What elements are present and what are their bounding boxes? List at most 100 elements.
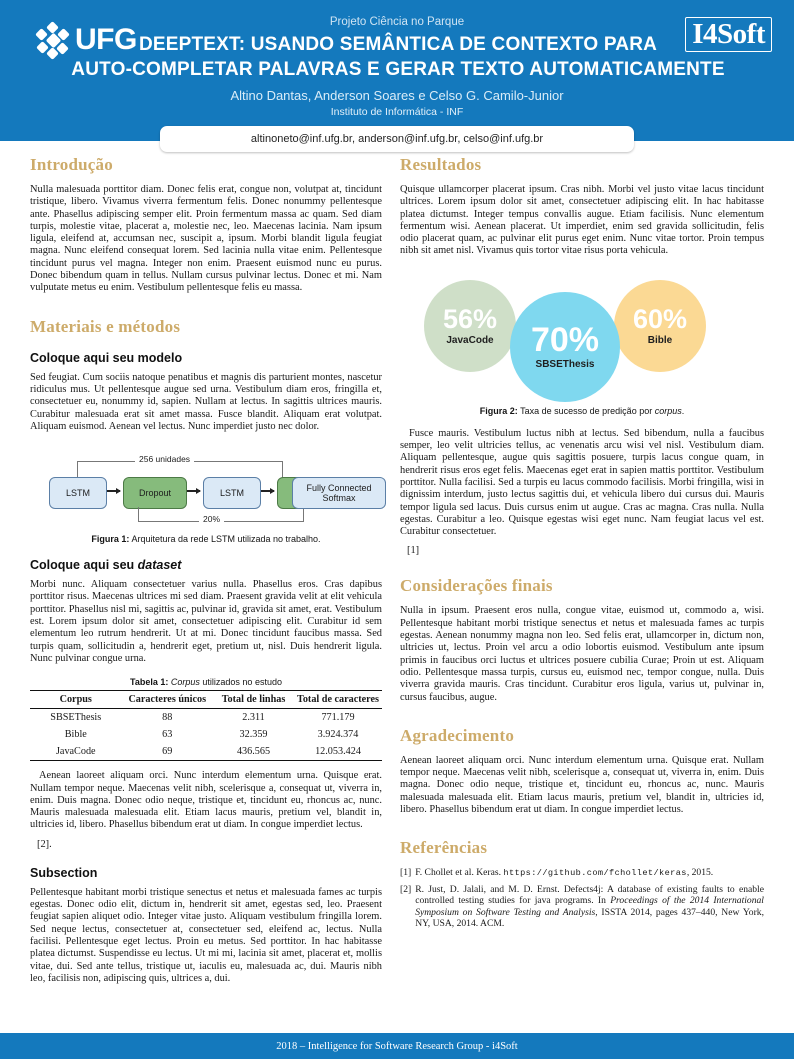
page-title: DEEPTEXT: USANDO SEMÂNTICA DE CONTEXTO P… [64,32,732,82]
figure-1-caption-label: Figura 1: [91,534,130,545]
lstm-node-label: Dropout [138,488,172,499]
citation-marker-2: [2]. [37,838,52,850]
cell-total-caracteres: 12.053.424 [293,743,382,762]
table-1-caption-label: Tabela 1: [130,677,169,688]
reference-post: , 2015. [686,867,714,879]
subheading-dataset-em: dataset [137,558,182,573]
column-header-total-caracteres: Total de caracteres [293,690,382,710]
arrow-icon [261,487,275,494]
reference-post: , ISSTA 2014, pages 437–440, New York, N… [415,906,764,929]
bubble-javacode: 56% JavaCode [424,279,516,372]
reference-pre: R. Just, D. Jalali, and M. D. Ernst. Def… [415,883,764,907]
reference-number: [1] [400,867,412,879]
reference-item-1: [1] F. Chollet et al. Keras. https://git… [400,867,764,879]
lstm-node-label-line2: Softmax [322,493,356,504]
figure-2-caption: Figura 2: Taxa de sucesso de predição po… [400,406,764,416]
project-label: Projeto Ciência no Parque [329,16,465,28]
cell-total-caracteres: 771.179 [321,712,355,724]
poster-footer: 2018 – Intelligence for Software Researc… [0,1033,794,1059]
cell-caracteres-unicos: 69 [121,743,214,762]
table-1-caption: Tabela 1: Corpus utilizados no estudo [30,677,382,687]
lstm-node-label: LSTM [65,488,90,499]
figure-1: 256 unidades LSTM Dropout LSTM Dropout [30,445,386,544]
resultados-paragraph: Quisque ullamcorper placerat ipsum. Cras… [400,184,764,257]
figure-1-caption: Figura 1: Arquitetura da rede LSTM utili… [30,534,382,544]
bubble-sbsethesis-value: 70% [530,321,600,360]
lstm-node-lstm-1: LSTM [49,477,107,510]
cell-total-linhas: 436.565 [213,743,294,762]
reference-url[interactable]: https://github.com/fchollet/keras [503,868,687,879]
poster-header: UFG Projeto Ciência no Parque DEEPTEXT: … [0,0,794,152]
ufg-logo: UFG [35,21,137,60]
figure-2-caption-label: Figura 2: [479,405,518,416]
footer-text: 2018 – Intelligence for Software Researc… [276,1040,518,1052]
cell-caracteres-unicos: 63 [162,729,173,741]
column-header-corpus: Corpus [30,690,122,710]
column-header-caracteres-unicos: Caracteres únicos [121,690,214,710]
authors-list: Altino Dantas, Anderson Soares e Celso G… [230,88,564,103]
section-heading-resultados: Resultados [400,155,482,174]
reference-pre: F. Chollet et al. Keras. [415,867,504,879]
table-1-caption-em: Corpus [168,677,200,688]
lstm-dropout-rate-label: 20% [199,514,225,525]
poster-columns: Introdução Nulla malesuada porttitor dia… [0,155,794,992]
subheading-dataset: Coloque aqui seu dataset [30,558,382,572]
emails-text: altinoneto@inf.ufg.br, anderson@inf.ufg.… [250,133,544,145]
lstm-node-label: LSTM [219,488,244,499]
lstm-node-dropout-1: Dropout [123,477,187,510]
figure-2-caption-end: . [681,405,685,416]
left-column: Introdução Nulla malesuada porttitor dia… [30,155,386,992]
agradecimento-paragraph: Aenean laoreet aliquam orci. Nunc interd… [400,754,764,816]
reference-text: R. Just, D. Jalali, and M. D. Ernst. Def… [415,884,764,930]
cell-corpus: Bible [64,729,87,741]
cell-corpus: JavaCode [30,743,122,762]
cell-corpus: SBSEThesis [50,712,102,724]
bubble-bible-value: 60% [632,303,688,334]
figure-2: 56% JavaCode 60% Bible 70% SBSEThesis Fi… [400,272,764,416]
subheading-dataset-pre: Coloque aqui seu [30,558,138,573]
institute-label: Instituto de Informática - INF [330,106,464,118]
table-1-caption-rest: utilizados no estudo [199,677,282,688]
bubble-chart: 56% JavaCode 60% Bible 70% SBSEThesis [400,272,764,402]
cell-total-caracteres: 3.924.374 [317,729,359,741]
introducao-paragraph: Nulla malesuada porttitor diam. Donec fe… [30,184,382,294]
subheading-subsection: Subsection [30,865,98,880]
lstm-node-label-line1: Fully Connected [306,483,372,494]
subsection-paragraph: Pellentesque habitant morbi tristique se… [30,886,382,984]
section-heading-consideracoes: Considerações finais [400,576,553,596]
modelo-paragraph: Sed feugiat. Cum sociis natoque penatibu… [30,371,382,432]
arrow-icon [187,487,201,494]
lstm-node-lstm-2: LSTM [203,477,261,510]
subheading-modelo: Coloque aqui seu modelo [30,350,183,365]
column-header-total-linhas: Total de linhas [213,690,294,710]
figure-1-caption-text: Arquitetura da rede LSTM utilizada no tr… [129,534,321,545]
table-header-row: Corpus Caracteres únicos Total de linhas… [30,690,382,710]
lstm-units-label: 256 unidades [135,454,195,465]
lstm-output-node-row: Fully Connected Softmax [30,445,386,527]
section-heading-referencias: Referências [400,838,488,858]
citation-marker-1: [1] [407,545,420,557]
arrow-icon [107,487,121,494]
i4soft-logo: I4Soft [685,17,772,53]
reference-number: [2] [400,883,412,895]
lstm-node-fully-connected-softmax: Fully Connected Softmax [292,477,386,510]
poster-title-line-1: DEEPTEXT: USANDO SEMÂNTICA DE CONTEXTO P… [138,34,658,55]
bubble-javacode-value: 56% [442,303,498,334]
after-table-paragraph: Aenean laoreet aliquam orci. Nunc interd… [30,770,382,831]
section-heading-introducao: Introdução [30,155,113,174]
bubble-sbsethesis-label: SBSEThesis [535,359,595,371]
right-column: Resultados Quisque ullamcorper placerat … [400,155,764,992]
reference-em: Proceedings of the 2014 International Sy… [415,895,764,918]
figure-2-caption-em: corpus [654,405,682,416]
bubble-bible-label: Bible [647,334,673,346]
after-figure-paragraph: Fusce mauris. Vestibulum luctus nibh at … [400,427,764,538]
table-row: Bible 63 32.359 3.924.374 [30,726,382,743]
corpus-table: Corpus Caracteres únicos Total de linhas… [30,690,382,762]
bubble-bible: 60% Bible [614,279,706,372]
cell-total-linhas: 2.311 [242,712,265,724]
reference-text: F. Chollet et al. Keras. https://github.… [415,867,764,879]
table-row: SBSEThesis 88 2.311 771.179 [30,709,382,727]
table-row: JavaCode 69 436.565 12.053.424 [30,743,382,762]
section-heading-materiais: Materiais e métodos [30,316,181,336]
dataset-paragraph: Morbi nunc. Aliquam consectetuer varius … [30,579,382,664]
